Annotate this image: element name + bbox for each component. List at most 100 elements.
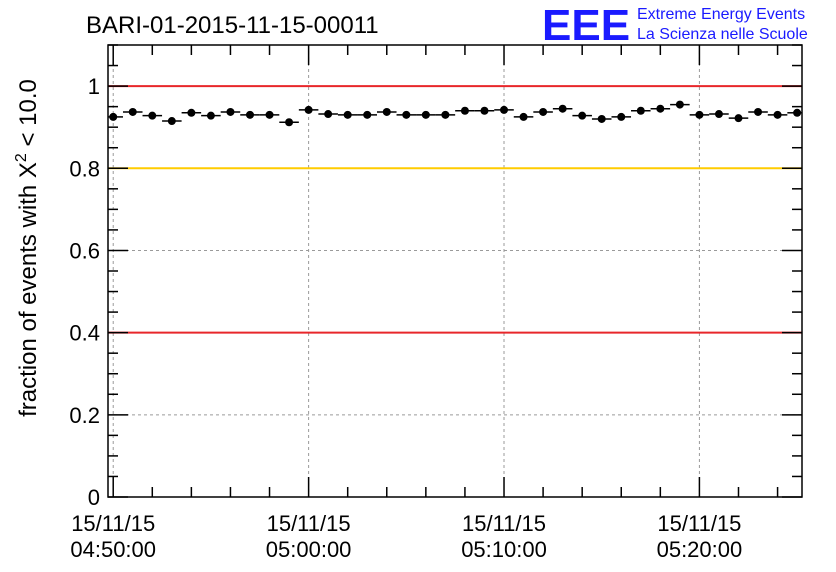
reference-lines: [108, 85, 802, 334]
data-point-marker: [656, 104, 665, 113]
y-tick-label: 1: [88, 74, 100, 99]
x-tick-label-date: 15/11/15: [71, 511, 155, 536]
data-point-marker: [773, 110, 782, 119]
data-point-marker: [167, 117, 176, 126]
data-point-marker: [421, 110, 430, 119]
data-point: [474, 106, 495, 115]
data-point-marker: [539, 107, 548, 116]
eee-logo: EEE Extreme Energy Events La Scienza nel…: [542, 1, 808, 50]
data-point: [240, 110, 260, 119]
y-axis-label: fraction of events with X2 < 10.0: [13, 79, 42, 417]
data-point: [787, 108, 802, 117]
data-point-marker: [324, 110, 333, 119]
data-point: [416, 110, 436, 119]
y-tick-label: 0.2: [69, 403, 100, 428]
data-point-marker: [285, 118, 294, 127]
data-point: [631, 106, 651, 115]
data-point: [494, 105, 514, 114]
x-tick-label-time: 05:00:00: [266, 537, 352, 562]
data-point: [279, 118, 299, 127]
data-point: [709, 110, 729, 119]
y-axis-label-prefix: fraction of events with: [15, 178, 42, 417]
data-point-marker: [304, 105, 313, 114]
data-point-marker: [148, 111, 157, 120]
x-tick-label-date: 15/11/15: [657, 511, 741, 536]
data-point: [767, 110, 788, 119]
data-point-marker: [734, 114, 743, 123]
y-tick-label: 0.6: [69, 238, 100, 263]
data-point: [220, 107, 241, 116]
data-point: [122, 107, 143, 116]
data-point-marker: [500, 105, 509, 114]
data-point: [435, 110, 456, 119]
data-point-marker: [558, 104, 567, 113]
data-point: [162, 117, 182, 126]
data-point: [181, 108, 202, 117]
y-axis-label-symbol: X: [15, 162, 42, 178]
data-point-marker: [754, 107, 763, 116]
data-point-marker: [480, 106, 489, 115]
x-tick-label-time: 05:20:00: [657, 537, 743, 562]
data-point-marker: [382, 107, 391, 116]
x-tick-label-time: 05:10:00: [461, 537, 547, 562]
logo-line-1: Extreme Energy Events: [637, 6, 805, 23]
data-point-marker: [695, 110, 704, 119]
data-point: [650, 104, 671, 113]
x-axis-ticks: 15/11/1504:50:0015/11/1505:00:0015/11/15…: [70, 45, 779, 562]
data-point: [108, 112, 123, 121]
y-axis-ticks: 0 0.2 0.4 0.6 0.8 1: [69, 44, 802, 510]
data-point: [337, 110, 358, 119]
data-point-marker: [597, 114, 606, 123]
data-point: [748, 107, 768, 116]
logo-mark: EEE: [542, 1, 630, 50]
data-point: [259, 110, 280, 119]
data-point: [318, 110, 338, 119]
chart-title: BARI-01-2015-11-15-00011: [86, 12, 379, 39]
data-point-marker: [128, 107, 137, 116]
data-point: [572, 111, 592, 120]
data-point-marker: [636, 106, 645, 115]
data-point-marker: [109, 112, 118, 121]
data-point-marker: [402, 110, 411, 119]
data-point-marker: [226, 107, 235, 116]
data-point: [591, 114, 612, 123]
y-tick-label: 0: [88, 485, 100, 510]
data-point-marker: [675, 100, 684, 109]
data-point-marker: [578, 111, 587, 120]
data-point: [533, 107, 553, 116]
data-point: [396, 110, 417, 119]
data-point-marker: [714, 110, 723, 119]
data-point: [513, 112, 534, 121]
data-point-marker: [343, 110, 352, 119]
y-axis-label-suffix: < 10.0: [15, 79, 42, 153]
data-point: [611, 112, 632, 121]
data-point: [377, 107, 397, 116]
data-point-marker: [617, 112, 626, 121]
data-point: [357, 110, 378, 119]
data-point: [201, 111, 221, 120]
data-point-marker: [245, 110, 254, 119]
y-tick-label: 0.8: [69, 156, 100, 181]
data-point: [298, 105, 319, 114]
data-point-marker: [187, 108, 196, 117]
data-point-marker: [206, 111, 215, 120]
y-axis-label-superscript: 2: [13, 153, 30, 162]
data-point: [728, 114, 749, 123]
x-tick-label-time: 04:50:00: [70, 537, 156, 562]
data-point: [552, 104, 573, 113]
data-point-marker: [793, 108, 802, 117]
data-point: [689, 110, 710, 119]
data-point: [670, 100, 690, 109]
data-point-marker: [265, 110, 274, 119]
data-point-marker: [519, 112, 528, 121]
data-point: [455, 106, 475, 115]
data-point: [142, 111, 163, 120]
x-tick-label-date: 15/11/15: [267, 511, 351, 536]
x-tick-label-date: 15/11/15: [462, 511, 546, 536]
data-points: [108, 100, 802, 127]
data-point-marker: [441, 110, 450, 119]
data-point-marker: [363, 110, 372, 119]
logo-line-2: La Scienza nelle Scuole: [637, 26, 808, 43]
y-tick-label: 0.4: [69, 321, 100, 346]
